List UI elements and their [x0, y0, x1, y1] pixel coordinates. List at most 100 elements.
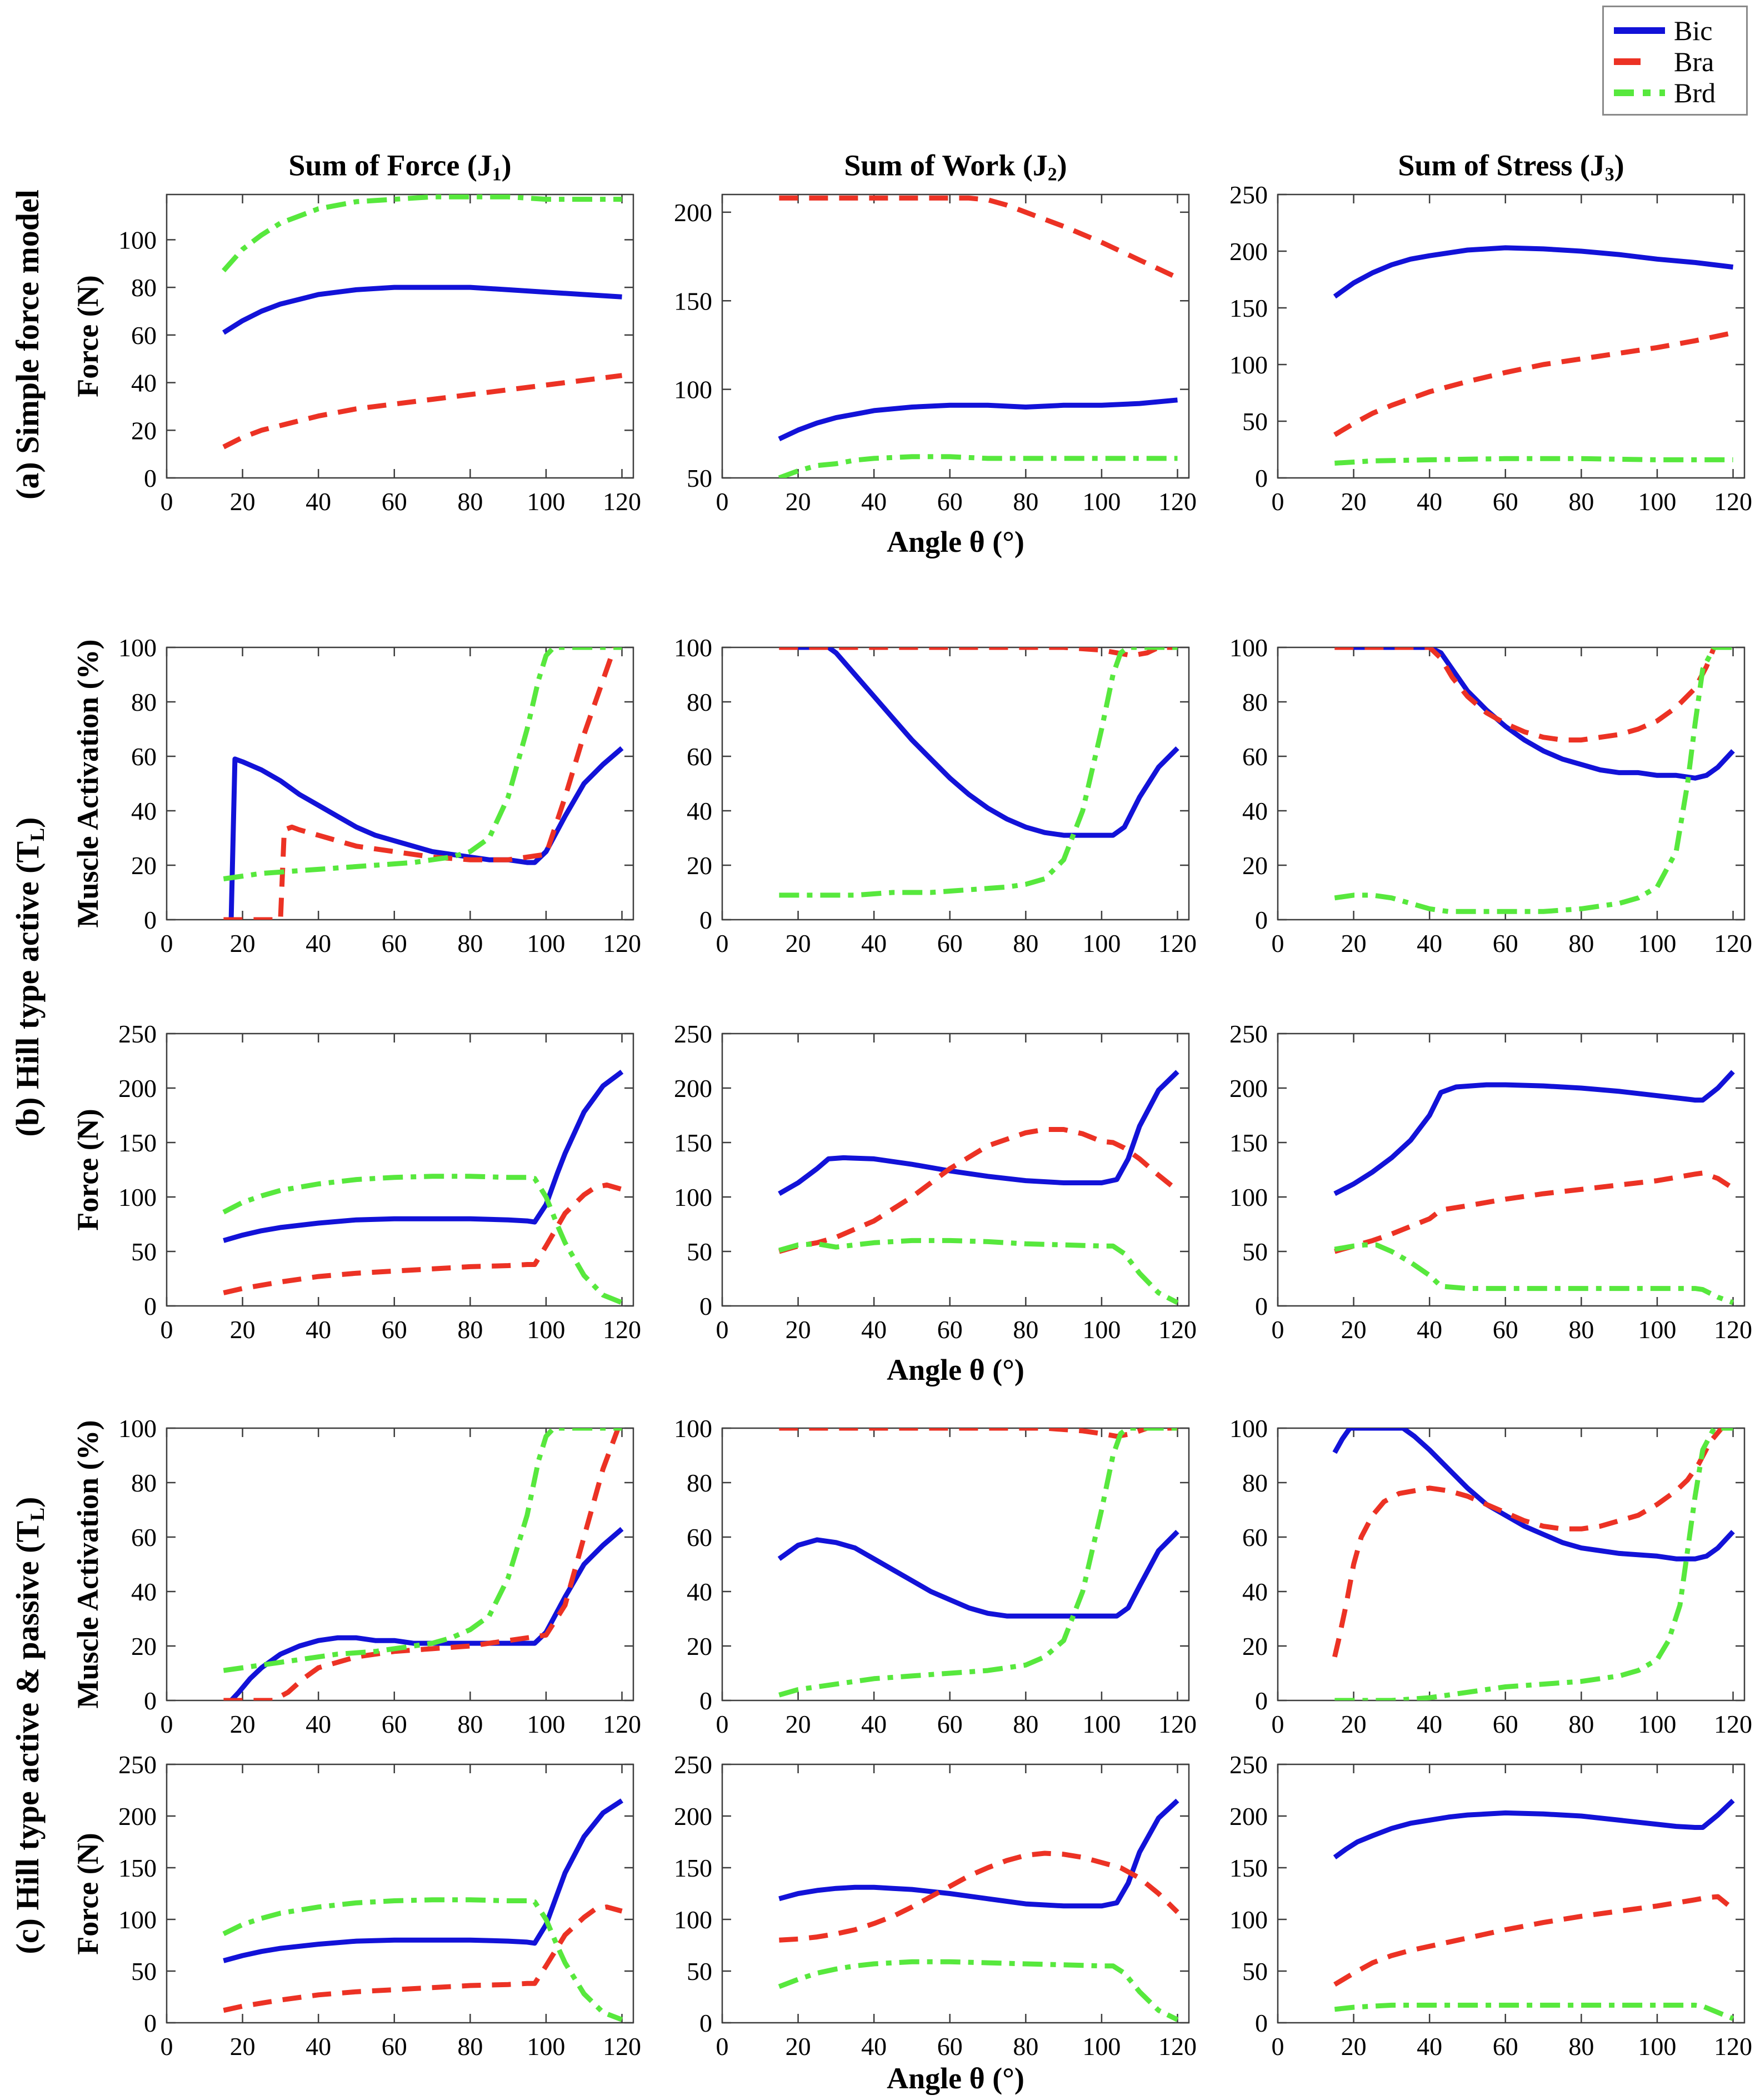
x-tick-label: 40 [306, 929, 331, 957]
y-tick-label: 50 [687, 1238, 712, 1266]
x-tick-label: 20 [230, 487, 256, 516]
series-group [1333, 245, 1734, 466]
series-line-bra [779, 1850, 1179, 1943]
series-line-bra [223, 1904, 623, 2013]
y-tick-label: 60 [131, 1523, 157, 1552]
series-group [223, 647, 624, 920]
x-tick-label: 60 [382, 487, 407, 516]
plot-frame [1277, 193, 1746, 479]
y-tick-label: 150 [674, 287, 712, 315]
series-line-bic [223, 1798, 623, 1963]
x-tick-label: 40 [1417, 929, 1442, 957]
x-tick-label: 100 [1082, 1710, 1121, 1738]
x-tick-label: 120 [1158, 1710, 1197, 1738]
series-line-bra [223, 1428, 622, 1700]
y-tick-label: 250 [118, 1750, 157, 1779]
y-tick-label: 200 [674, 1802, 712, 1830]
chart-a-force-j1: 0 20 40 60 80 100 120 0 20 40 60 80 100 [118, 193, 641, 516]
x-tick-label: 20 [786, 1710, 811, 1738]
x-tick-label: 20 [1341, 1710, 1367, 1738]
x-tick-label: 0 [1272, 1710, 1284, 1738]
series-line-brd [1334, 2002, 1734, 2021]
series-line-brd [778, 1238, 1179, 1305]
y-tick-label: 100 [1229, 351, 1268, 379]
x-tick-label: 80 [1013, 1710, 1038, 1738]
y-tick-label: 250 [1229, 1750, 1268, 1779]
y-tick-label: 0 [1255, 464, 1268, 492]
series-line-bic [223, 1069, 624, 1243]
plot-frame [721, 1763, 1190, 2024]
y-tick-label: 0 [1255, 1292, 1268, 1320]
x-tick-label: 100 [527, 2032, 565, 2061]
x-tick-label: 100 [527, 487, 565, 516]
x-tick-label: 40 [861, 487, 887, 516]
x-tick-label: 100 [527, 1315, 565, 1344]
y-tick-label: 100 [1229, 634, 1268, 662]
series-line-brd [1334, 456, 1733, 466]
x-tick-label: 80 [457, 1710, 483, 1738]
y-tick-label: 60 [687, 1523, 712, 1552]
y-tick-label: 40 [687, 797, 712, 825]
x-tick-label: 60 [1493, 1315, 1518, 1344]
x-tick-label: 80 [1568, 929, 1594, 957]
x-tick-label: 120 [603, 2032, 641, 2061]
y-tick-label: 60 [131, 742, 157, 771]
plot-frame [166, 646, 634, 921]
y-tick-label: 0 [144, 906, 157, 934]
y-tick-label: 60 [1242, 1523, 1268, 1552]
x-tick-label: 40 [861, 1315, 887, 1344]
series-line-bic [1333, 1070, 1735, 1196]
y-tick-label: 100 [118, 226, 157, 254]
y-tick-label: 0 [144, 464, 157, 492]
series-group [777, 1428, 1179, 1698]
x-tick-label: 120 [1158, 929, 1197, 957]
x-tick-label: 80 [1013, 2032, 1038, 2061]
y-tick-label: 100 [1229, 1414, 1268, 1443]
x-tick-label: 0 [1272, 1315, 1284, 1344]
chart-c-activation-j2: 0 20 40 60 80 100 120 0 20 40 60 80 100 [674, 1414, 1197, 1738]
y-tick-label: 100 [118, 1183, 157, 1211]
y-tick-label: 100 [674, 634, 712, 662]
y-tick-label: 50 [1242, 407, 1268, 436]
y-tick-label: 40 [131, 369, 157, 397]
y-tick-label: 100 [674, 1906, 712, 1934]
y-tick-label: 200 [1229, 237, 1268, 266]
y-tick-label: 100 [674, 376, 712, 404]
x-tick-label: 120 [1158, 1315, 1197, 1344]
x-tick-label: 0 [716, 929, 729, 957]
series-line-brd [1334, 1242, 1734, 1305]
x-tick-label: 60 [1493, 2032, 1518, 2061]
x-tick-label: 20 [230, 929, 256, 957]
y-tick-label: 20 [131, 1632, 157, 1660]
x-tick-label: 40 [1417, 2032, 1442, 2061]
y-tick-label: 80 [1242, 1469, 1268, 1497]
y-tick-label: 20 [687, 1632, 712, 1660]
x-tick-label: 40 [861, 929, 887, 957]
series-line-bic [228, 746, 624, 920]
y-tick-label: 80 [131, 273, 157, 302]
series-group [223, 1428, 624, 1700]
x-tick-label: 20 [1341, 1315, 1367, 1344]
series-line-bra [1333, 1894, 1735, 1987]
x-tick-label: 80 [1013, 487, 1038, 516]
y-tick-label: 50 [1242, 1957, 1268, 1986]
legend-item-bic: Bic [1613, 15, 1742, 46]
x-tick-label: 60 [382, 2032, 407, 2061]
y-tick-label: 0 [144, 2009, 157, 2037]
x-tick-label: 120 [603, 929, 641, 957]
legend-item-bra: Bra [1613, 46, 1742, 77]
y-tick-label: 100 [118, 634, 157, 662]
series-line-bic [778, 397, 1178, 441]
series-line-brd [222, 194, 622, 273]
y-tick-label: 80 [131, 688, 157, 716]
y-tick-label: 20 [1242, 851, 1268, 880]
series-group [779, 647, 1179, 898]
y-tick-label: 250 [1229, 1020, 1268, 1048]
x-tick-label: 60 [1493, 487, 1518, 516]
y-tick-label: 20 [131, 851, 157, 880]
x-axis-label: Angle θ (°) [887, 525, 1024, 558]
x-tick-label: 40 [306, 1315, 331, 1344]
x-tick-label: 60 [937, 2032, 963, 2061]
y-tick-label: 20 [1242, 1632, 1268, 1660]
y-tick-label: 150 [1229, 294, 1268, 322]
